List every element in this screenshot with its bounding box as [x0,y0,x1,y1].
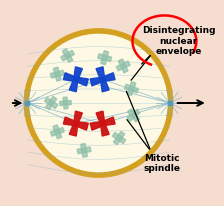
Polygon shape [112,132,126,144]
Polygon shape [101,51,109,65]
Polygon shape [127,109,140,121]
Polygon shape [96,67,105,80]
Polygon shape [113,131,125,145]
Polygon shape [63,73,76,81]
Text: Mitotic
spindle: Mitotic spindle [144,154,181,173]
Polygon shape [75,77,88,86]
Polygon shape [90,122,103,130]
Polygon shape [98,54,112,62]
Polygon shape [118,59,128,73]
Polygon shape [45,96,57,110]
Polygon shape [102,73,115,81]
Polygon shape [75,122,88,130]
Polygon shape [127,109,140,122]
Polygon shape [69,79,78,92]
Polygon shape [60,101,71,105]
Polygon shape [53,125,62,139]
Polygon shape [96,111,105,124]
Polygon shape [101,123,109,136]
Polygon shape [53,67,61,81]
Polygon shape [102,117,115,126]
Polygon shape [50,128,64,136]
Polygon shape [69,123,78,136]
Polygon shape [90,77,103,86]
Polygon shape [101,79,109,92]
Polygon shape [81,144,88,157]
Polygon shape [62,49,73,62]
Polygon shape [63,97,68,109]
Polygon shape [63,117,76,126]
Polygon shape [127,82,136,96]
Polygon shape [44,97,58,109]
Polygon shape [50,70,64,78]
Circle shape [26,31,171,175]
Polygon shape [61,50,74,61]
Polygon shape [74,111,82,124]
Polygon shape [125,84,138,93]
Polygon shape [77,147,91,154]
Polygon shape [116,61,130,71]
Polygon shape [74,67,82,80]
Text: Disintegrating
nuclear
envelope: Disintegrating nuclear envelope [142,26,215,56]
